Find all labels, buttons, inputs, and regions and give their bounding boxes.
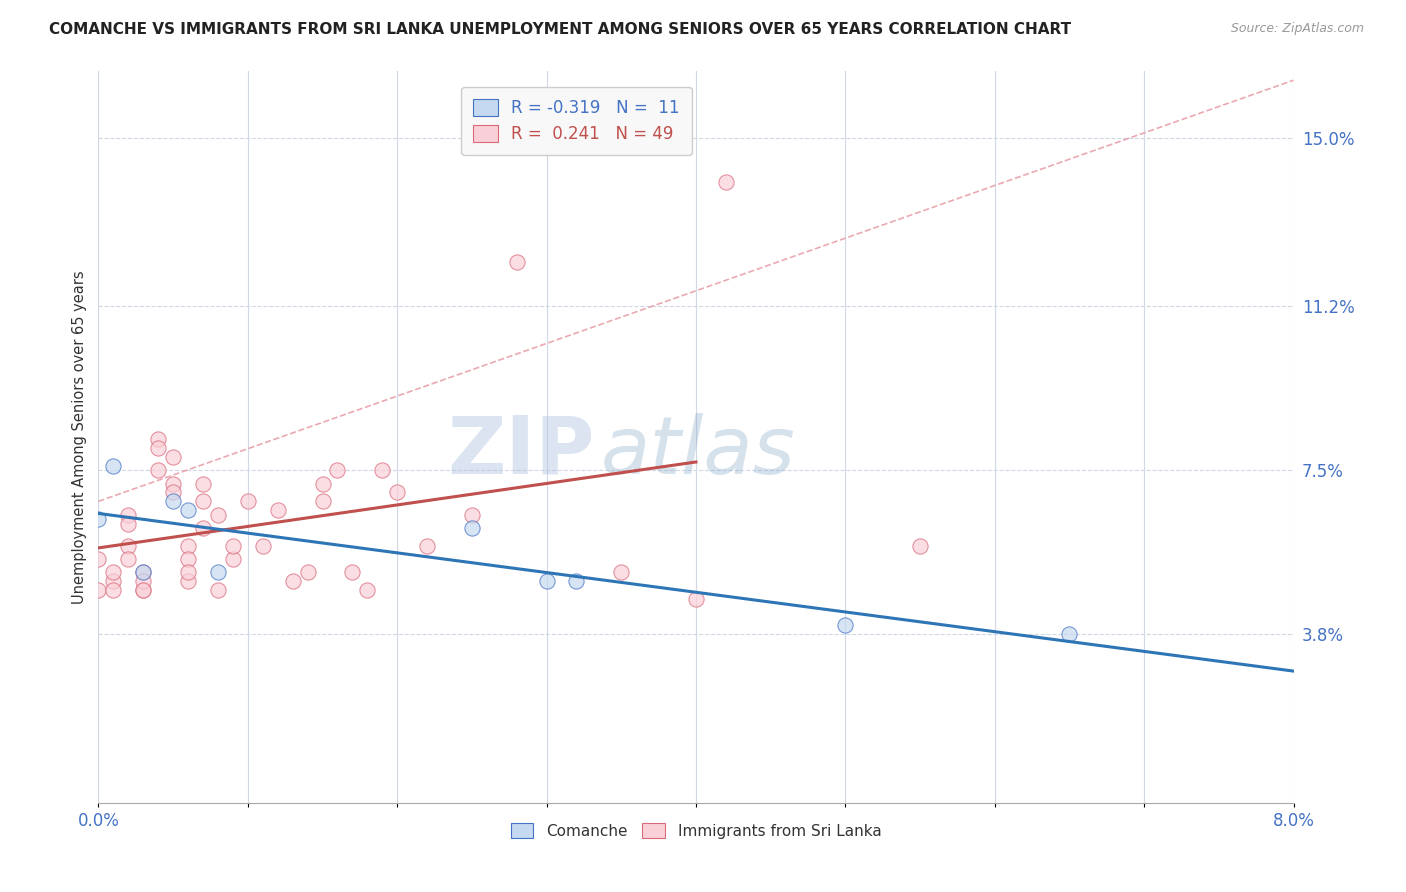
Point <box>267 503 290 517</box>
Point <box>311 494 333 508</box>
Point <box>385 485 409 500</box>
Point <box>148 432 170 446</box>
Point <box>103 582 125 597</box>
Point <box>685 591 707 606</box>
Point <box>177 552 200 566</box>
Point <box>207 566 229 580</box>
Text: COMANCHE VS IMMIGRANTS FROM SRI LANKA UNEMPLOYMENT AMONG SENIORS OVER 65 YEARS C: COMANCHE VS IMMIGRANTS FROM SRI LANKA UN… <box>49 22 1071 37</box>
Point <box>236 494 259 508</box>
Point <box>103 574 125 589</box>
Point <box>1059 627 1081 641</box>
Point <box>103 458 125 473</box>
Point <box>356 582 378 597</box>
Point <box>207 508 229 522</box>
Point <box>222 539 245 553</box>
Point <box>162 485 184 500</box>
Text: ZIP: ZIP <box>447 413 595 491</box>
Point <box>311 476 333 491</box>
Point <box>132 582 155 597</box>
Point <box>191 476 214 491</box>
Point <box>565 574 588 589</box>
Point <box>117 516 139 531</box>
Point <box>371 463 394 477</box>
Point <box>103 566 125 580</box>
Point <box>222 552 245 566</box>
Point <box>342 566 364 580</box>
Point <box>908 539 931 553</box>
Point <box>834 618 856 632</box>
Point <box>461 521 484 535</box>
Point <box>416 539 439 553</box>
Point <box>132 574 155 589</box>
Point <box>117 508 139 522</box>
Point <box>610 566 633 580</box>
Point <box>714 175 737 189</box>
Point <box>148 463 170 477</box>
Legend: Comanche, Immigrants from Sri Lanka: Comanche, Immigrants from Sri Lanka <box>503 815 889 847</box>
Point <box>177 574 200 589</box>
Point <box>326 463 349 477</box>
Point <box>117 552 139 566</box>
Point <box>132 566 155 580</box>
Y-axis label: Unemployment Among Seniors over 65 years: Unemployment Among Seniors over 65 years <box>72 270 87 604</box>
Point <box>207 582 229 597</box>
Point <box>177 566 200 580</box>
Point <box>87 512 110 526</box>
Point <box>297 566 319 580</box>
Text: atlas: atlas <box>600 413 796 491</box>
Point <box>87 582 110 597</box>
Point <box>132 582 155 597</box>
Point <box>162 494 184 508</box>
Point <box>162 476 184 491</box>
Point <box>191 521 214 535</box>
Point <box>87 552 110 566</box>
Point <box>148 441 170 455</box>
Point <box>281 574 304 589</box>
Point <box>252 539 274 553</box>
Point <box>162 450 184 464</box>
Text: Source: ZipAtlas.com: Source: ZipAtlas.com <box>1230 22 1364 36</box>
Point <box>536 574 558 589</box>
Point <box>191 494 214 508</box>
Point <box>461 508 484 522</box>
Point <box>117 539 139 553</box>
Point <box>177 539 200 553</box>
Point <box>132 566 155 580</box>
Point <box>506 255 529 269</box>
Point <box>177 503 200 517</box>
